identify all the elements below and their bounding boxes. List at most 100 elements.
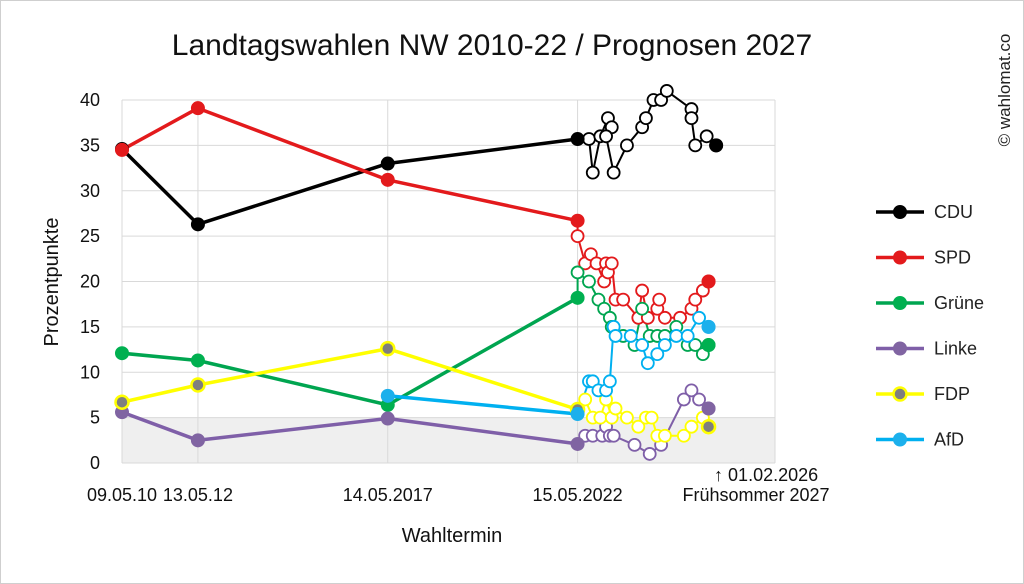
date-annotation: ↑ 01.02.2026 [714, 465, 818, 485]
marker-fdp-poll [684, 419, 699, 434]
y-tick-label: 30 [80, 181, 100, 201]
marker-fdp-poll [676, 428, 691, 443]
marker-grüne-election [115, 346, 129, 361]
marker-linke-poll [642, 447, 657, 461]
marker-cdu-poll [639, 111, 653, 126]
x-tick-label: 14.05.2017 [343, 485, 433, 505]
line-grüne-elections [121, 296, 579, 407]
marker-afd-poll [669, 329, 684, 343]
y-tick-label: 25 [80, 226, 100, 246]
marker-spd-poll [688, 292, 703, 307]
marker-spd-poll [616, 292, 631, 307]
marker-fdp-poll [644, 410, 659, 425]
y-tick-label: 35 [80, 135, 100, 155]
legend-marker-spd [893, 250, 907, 265]
marker-spd-election [570, 213, 585, 228]
marker-afd-poll [608, 329, 623, 343]
marker-spd-final [701, 274, 716, 289]
marker-cdu-poll [582, 132, 596, 146]
marker-afd-poll [635, 338, 650, 352]
marker-spd-election [115, 142, 129, 157]
marker-cdu-poll [659, 84, 674, 98]
marker-linke-election [570, 436, 585, 451]
marker-cdu-poll [585, 165, 600, 180]
marker-spd-election [190, 101, 205, 116]
x-tick-label: 13.05.12 [163, 485, 233, 505]
marker-grüne-election [570, 290, 585, 305]
y-tick-label: 10 [80, 362, 100, 382]
chart-title: Landtagswahlen NW 2010-22 / Prognosen 20… [172, 29, 812, 62]
y-tick-labels: 0 5 10 15 20 25 30 35 40 [80, 90, 100, 473]
x-tick-label: 09.05.10 [87, 485, 157, 505]
marker-cdu-election [570, 132, 585, 147]
marker-spd-poll [658, 310, 672, 325]
y-tick-label: 40 [80, 90, 100, 110]
marker-cdu-poll [684, 111, 699, 126]
marker-afd-poll [650, 347, 665, 362]
legend-label-fdp: FDP [934, 384, 970, 404]
marker-cdu-election [190, 217, 205, 232]
marker-spd-poll [652, 292, 667, 307]
marker-linke-poll [627, 437, 642, 452]
marker-spd-poll [604, 256, 619, 271]
marker-cdu-poll [620, 138, 634, 153]
marker-linke-poll [692, 392, 706, 407]
marker-spd-election [380, 172, 395, 187]
marker-fdp-poll [620, 410, 634, 425]
x-tick-label: 15.05.2022 [533, 485, 623, 505]
marker-afd-final [701, 319, 716, 334]
marker-afd-poll [602, 374, 617, 389]
marker-linke-poll [684, 383, 699, 398]
y-tick-label: 15 [80, 317, 100, 337]
marker-grüne-poll [688, 338, 703, 352]
x-tick-labels: 09.05.10 13.05.12 14.05.2017 15.05.2022 Früh… [87, 485, 830, 505]
marker-cdu-election [380, 156, 395, 171]
marker-fdp-election [114, 394, 130, 410]
marker-fdp-election [190, 377, 206, 393]
marker-cdu-poll [699, 129, 714, 144]
line-cdu-elections [120, 137, 578, 227]
x-tick-label: Frühsommer 2027 [682, 485, 829, 505]
line-linke-elections [121, 410, 578, 446]
marker-afd-poll [658, 338, 672, 352]
five-percent-band [122, 417, 775, 463]
marker-grüne-poll [582, 274, 596, 289]
marker-fdp-poll [658, 428, 672, 443]
marker-afd-poll [623, 329, 638, 343]
legend-marker-linke [893, 341, 907, 356]
legend-marker-afd [893, 432, 907, 447]
marker-afd-poll [692, 310, 706, 325]
y-tick-label: 20 [80, 272, 100, 292]
legend-label-linke: Linke [934, 339, 977, 359]
marker-grüne-final [701, 338, 716, 353]
marker-cdu-poll [688, 138, 703, 153]
series-markers [114, 84, 724, 461]
marker-linke-final [701, 401, 716, 416]
y-tick-label: 5 [90, 408, 100, 428]
marker-linke-poll [606, 428, 621, 443]
plot-area: 0 5 10 15 20 25 30 35 40 09.05.10 13.05.12 14.05.2… [80, 84, 830, 505]
line-fdp-elections [121, 346, 579, 412]
marker-linke-poll [676, 392, 691, 407]
legend: CDU SPD Grüne Linke FDP AfD [876, 202, 984, 450]
line-spd-elections [121, 106, 578, 223]
copyright-label: © wahlomat.co [995, 34, 1014, 147]
marker-spd-poll [570, 229, 585, 244]
marker-cdu-poll [599, 129, 613, 144]
marker-fdp-final [700, 418, 717, 435]
marker-afd-poll [680, 329, 695, 343]
marker-cdu-poll [606, 165, 621, 180]
x-axis-label: Wahltermin [402, 525, 502, 547]
marker-fdp-poll [631, 419, 646, 434]
legend-label-grüne: Grüne [934, 293, 984, 313]
marker-fdp-poll [593, 410, 608, 425]
legend-label-afd: AfD [934, 430, 964, 450]
marker-fdp-election [380, 340, 396, 357]
marker-spd-poll [635, 283, 650, 298]
marker-linke-election [190, 433, 205, 448]
legend-marker-fdp [892, 386, 908, 402]
marker-grüne-poll [635, 301, 650, 316]
marker-grüne-poll [570, 265, 585, 280]
marker-fdp-poll [578, 392, 593, 407]
